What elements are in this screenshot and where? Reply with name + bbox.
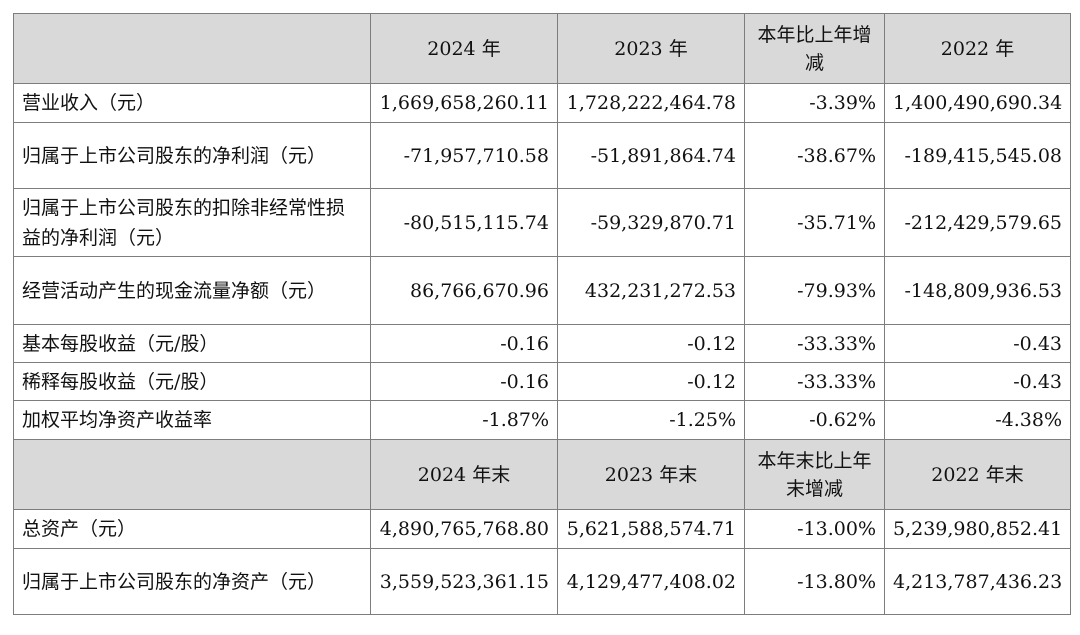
value-change: -38.67%	[744, 122, 885, 189]
value-2022: -148,809,936.53	[884, 256, 1071, 325]
header-year-end-2023: 2023 年末	[557, 439, 745, 510]
table-row: 归属于上市公司股东的净资产（元） 3,559,523,361.15 4,129,…	[13, 548, 1071, 615]
value-change: -33.33%	[744, 362, 885, 401]
header-year-2023: 2023 年	[557, 13, 745, 84]
header-row-year-end: 2024 年末 2023 年末 本年末比上年末增减 2022 年末	[13, 439, 1071, 510]
row-label: 归属于上市公司股东的净资产（元）	[13, 548, 371, 615]
value-2022: -189,415,545.08	[884, 122, 1071, 189]
value-2023: -0.12	[557, 324, 745, 363]
header-year-end-2024: 2024 年末	[370, 439, 558, 510]
header-year-2024: 2024 年	[370, 13, 558, 84]
value-2023: 5,621,588,574.71	[557, 509, 745, 549]
row-label: 归属于上市公司股东的净利润（元）	[13, 122, 371, 189]
value-2022: 5,239,980,852.41	[884, 509, 1071, 549]
header-empty-cell	[13, 13, 371, 84]
row-label: 基本每股收益（元/股）	[13, 324, 371, 363]
table-row: 加权平均净资产收益率 -1.87% -1.25% -0.62% -4.38%	[13, 400, 1071, 440]
value-2024: 3,559,523,361.15	[370, 548, 558, 615]
header-year-end-change: 本年末比上年末增减	[744, 439, 885, 510]
table-row: 营业收入（元） 1,669,658,260.11 1,728,222,464.7…	[13, 83, 1071, 123]
financial-summary-table: 2024 年 2023 年 本年比上年增减 2022 年 营业收入（元） 1,6…	[13, 13, 1071, 615]
table-row: 稀释每股收益（元/股） -0.16 -0.12 -33.33% -0.43	[13, 362, 1071, 401]
header-year-2022: 2022 年	[884, 13, 1071, 84]
value-2024: -0.16	[370, 362, 558, 401]
row-label: 加权平均净资产收益率	[13, 400, 371, 440]
value-2022: -4.38%	[884, 400, 1071, 440]
value-change: -13.00%	[744, 509, 885, 549]
value-2023: -51,891,864.74	[557, 122, 745, 189]
value-2022: 4,213,787,436.23	[884, 548, 1071, 615]
value-2024: -80,515,115.74	[370, 188, 558, 257]
row-label: 经营活动产生的现金流量净额（元）	[13, 256, 371, 325]
table-row: 归属于上市公司股东的净利润（元） -71,957,710.58 -51,891,…	[13, 122, 1071, 189]
value-change: -0.62%	[744, 400, 885, 440]
value-2022: -0.43	[884, 324, 1071, 363]
table-row: 总资产（元） 4,890,765,768.80 5,621,588,574.71…	[13, 509, 1071, 549]
value-2024: -0.16	[370, 324, 558, 363]
value-2022: -212,429,579.65	[884, 188, 1071, 257]
value-change: -3.39%	[744, 83, 885, 123]
value-2024: -71,957,710.58	[370, 122, 558, 189]
value-2023: 432,231,272.53	[557, 256, 745, 325]
value-2023: -59,329,870.71	[557, 188, 745, 257]
value-2023: -0.12	[557, 362, 745, 401]
value-2023: 4,129,477,408.02	[557, 548, 745, 615]
value-change: -13.80%	[744, 548, 885, 615]
value-2023: 1,728,222,464.78	[557, 83, 745, 123]
table-row: 经营活动产生的现金流量净额（元） 86,766,670.96 432,231,2…	[13, 256, 1071, 325]
value-change: -79.93%	[744, 256, 885, 325]
row-label: 总资产（元）	[13, 509, 371, 549]
header-yoy-change: 本年比上年增减	[744, 13, 885, 84]
value-2024: -1.87%	[370, 400, 558, 440]
value-2022: 1,400,490,690.34	[884, 83, 1071, 123]
row-label: 归属于上市公司股东的扣除非经常性损益的净利润（元）	[13, 188, 371, 257]
value-change: -33.33%	[744, 324, 885, 363]
header-empty-cell	[13, 439, 371, 510]
table-row: 归属于上市公司股东的扣除非经常性损益的净利润（元） -80,515,115.74…	[13, 188, 1071, 257]
value-2024: 1,669,658,260.11	[370, 83, 558, 123]
row-label: 营业收入（元）	[13, 83, 371, 123]
header-year-end-2022: 2022 年末	[884, 439, 1071, 510]
value-change: -35.71%	[744, 188, 885, 257]
value-2022: -0.43	[884, 362, 1071, 401]
value-2024: 86,766,670.96	[370, 256, 558, 325]
table-row: 基本每股收益（元/股） -0.16 -0.12 -33.33% -0.43	[13, 324, 1071, 363]
row-label: 稀释每股收益（元/股）	[13, 362, 371, 401]
header-row-annual: 2024 年 2023 年 本年比上年增减 2022 年	[13, 13, 1071, 84]
value-2023: -1.25%	[557, 400, 745, 440]
value-2024: 4,890,765,768.80	[370, 509, 558, 549]
